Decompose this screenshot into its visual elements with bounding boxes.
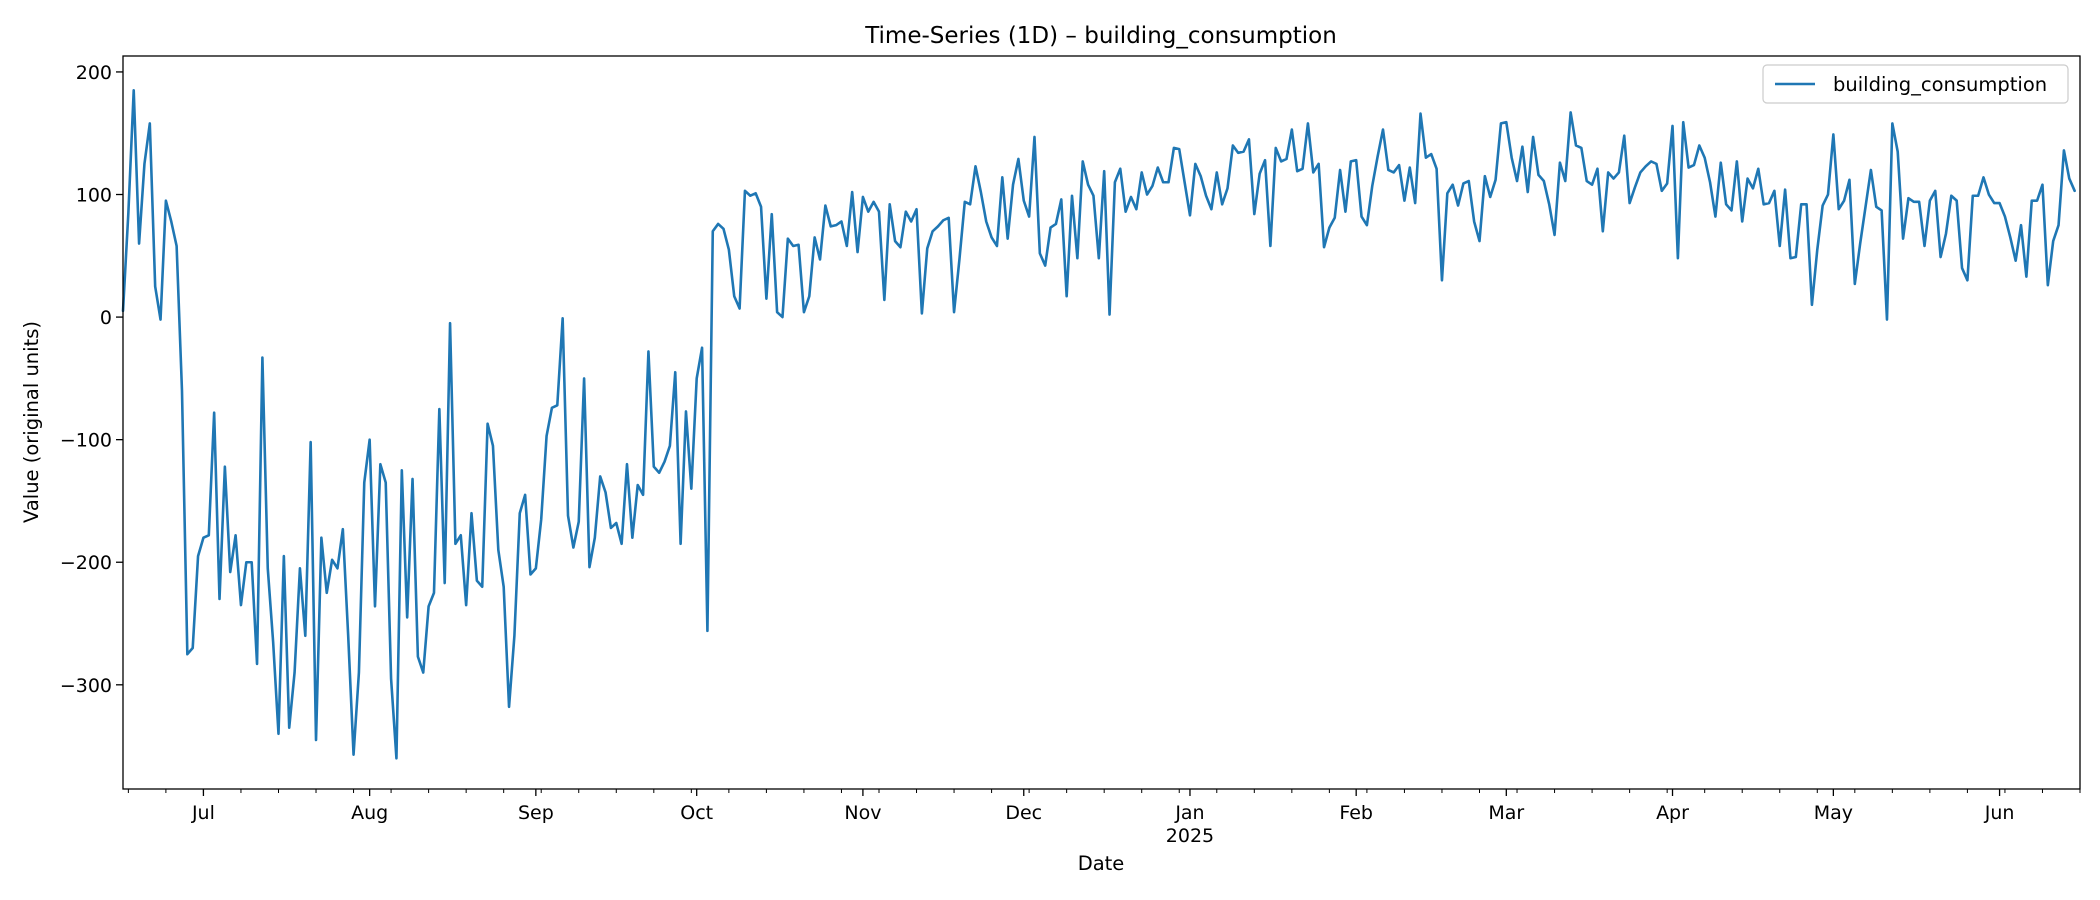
- y-axis-label: Value (original units): [20, 321, 43, 523]
- y-axis: 200 100 0 −100 −200 −300: [60, 62, 123, 697]
- plot-frame: [122, 55, 2081, 790]
- legend: building_consumption: [1762, 64, 2069, 104]
- x-tick-label: Oct: [680, 802, 713, 824]
- y-tick-label: 0: [100, 307, 112, 329]
- plot-area: [121, 89, 2076, 760]
- x-tick-label: Dec: [1005, 802, 1042, 824]
- x-tick-label: Jun: [1984, 802, 2015, 824]
- chart-title: Time-Series (1D) – building_consumption: [864, 23, 1337, 49]
- legend-box: [1762, 64, 2069, 104]
- y-tick-label: −300: [60, 675, 112, 697]
- x-tick-label: May: [1814, 802, 1853, 824]
- y-tick-label: −100: [60, 430, 112, 452]
- x-tick-label: Sep: [518, 802, 554, 824]
- x-tick-label: Feb: [1339, 802, 1373, 824]
- series-line-building-consumption: [121, 89, 2076, 760]
- x-tick-label: Jan: [1174, 802, 1204, 824]
- y-tick-label: 200: [76, 62, 112, 84]
- x-tick-label: Aug: [351, 802, 388, 824]
- x-tick-label: Nov: [844, 802, 881, 824]
- x-tick-label: Apr: [1656, 802, 1689, 824]
- x-axis-label: Date: [1078, 852, 1125, 875]
- x-tick-label: Mar: [1488, 802, 1524, 824]
- y-tick-label: −200: [60, 552, 112, 574]
- y-tick-label: 100: [76, 185, 112, 207]
- x-tick-sublabel: 2025: [1166, 825, 1214, 847]
- x-tick-label: Jul: [191, 802, 215, 824]
- legend-label: building_consumption: [1833, 73, 2047, 96]
